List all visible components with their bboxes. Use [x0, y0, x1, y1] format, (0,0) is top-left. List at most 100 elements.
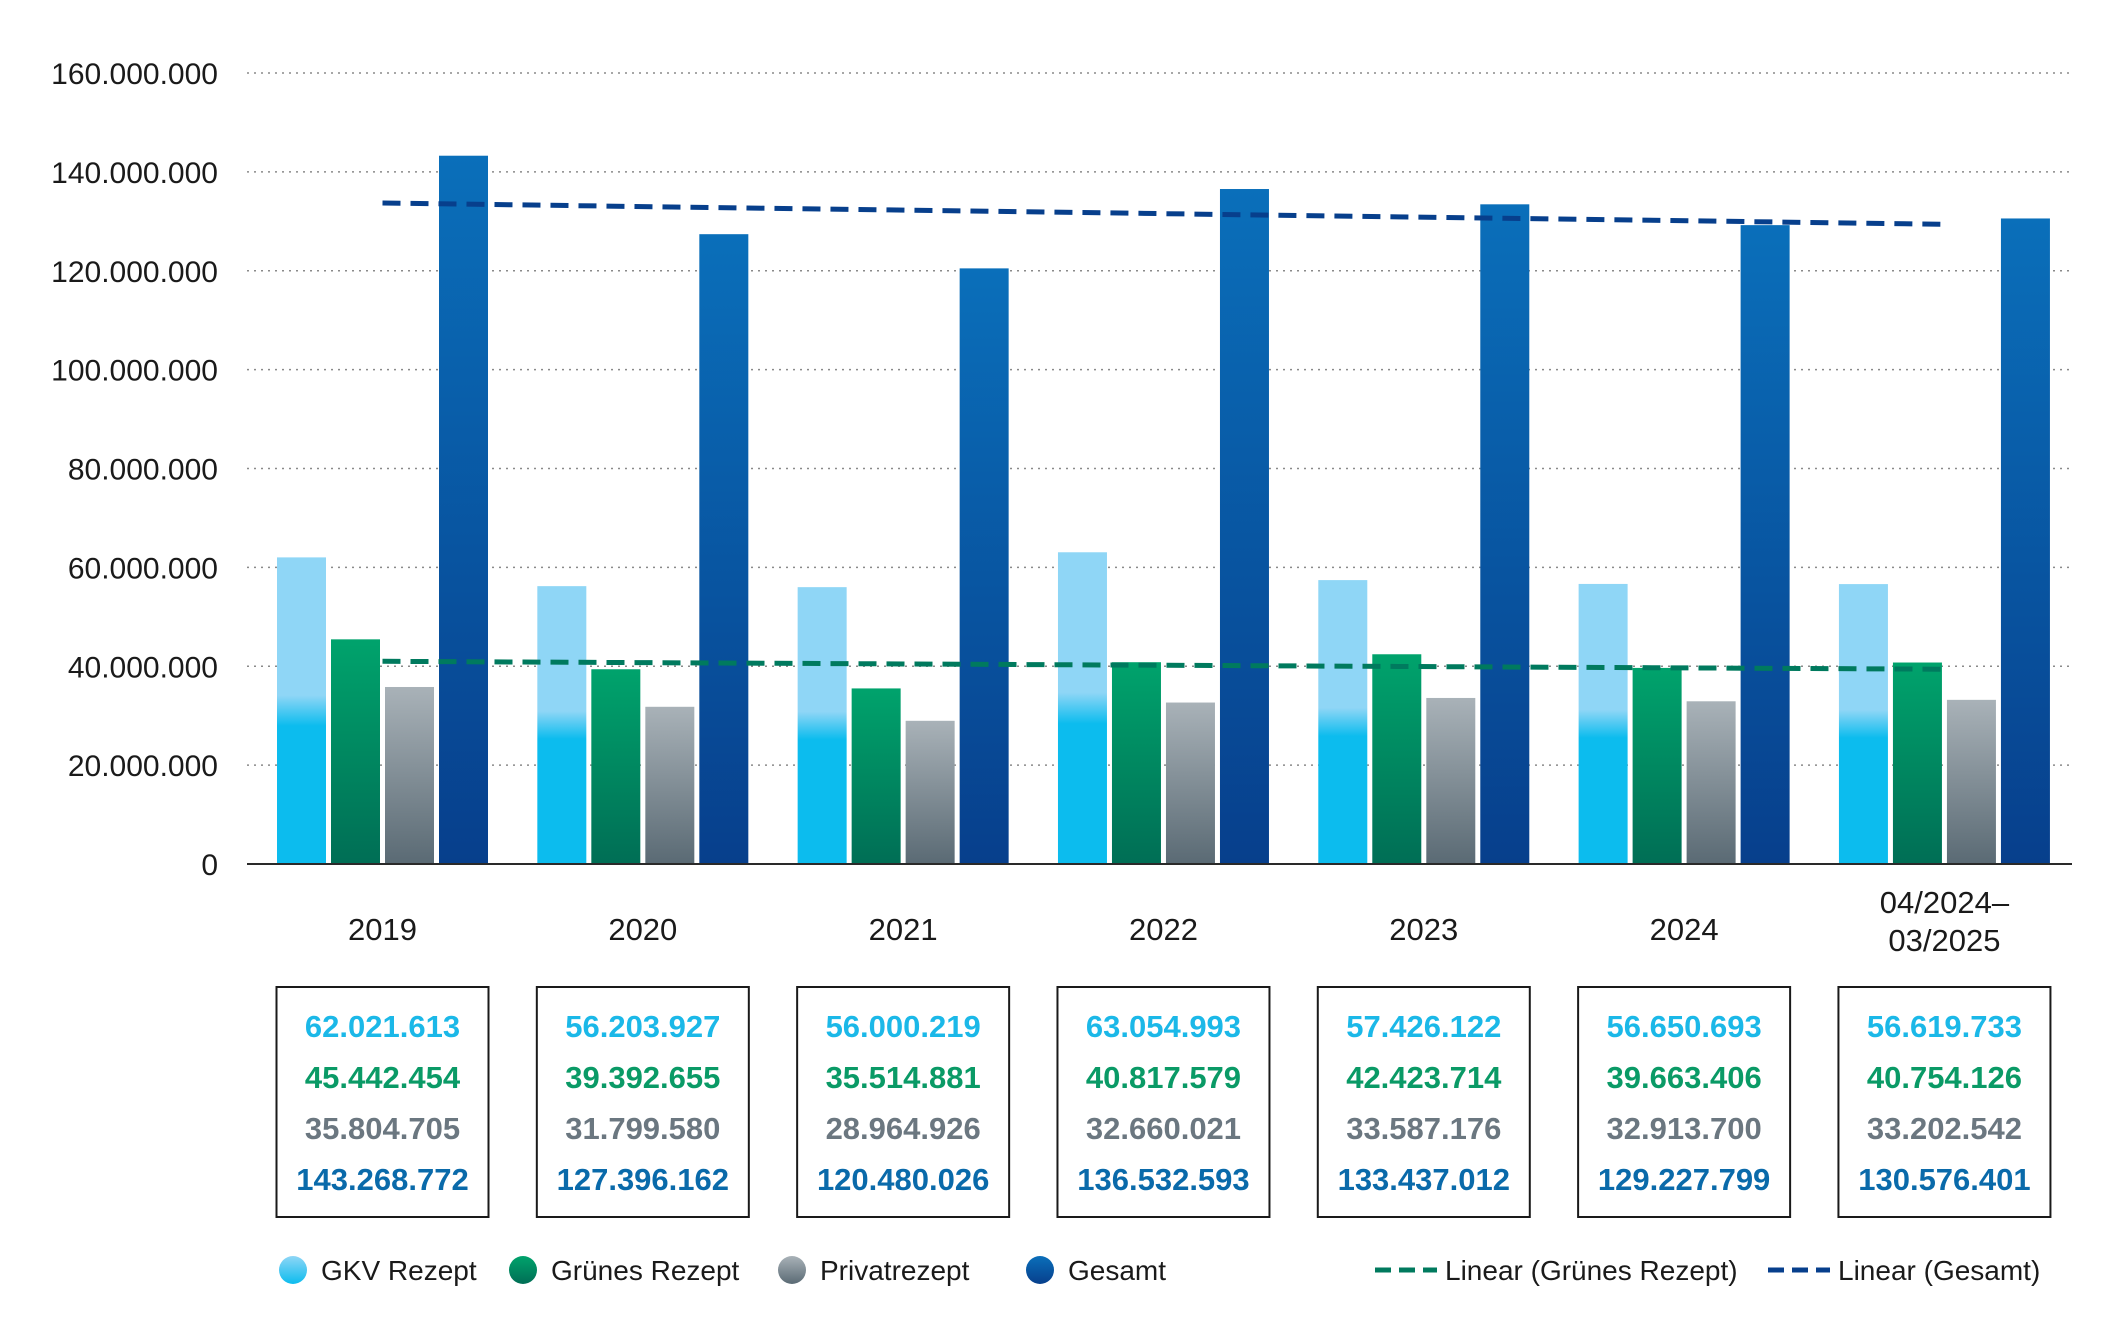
- bar-gkv-rezept: [797, 587, 847, 864]
- bar-gr-nes-rezept: [1372, 654, 1422, 864]
- legend: GKV Rezept Grünes Rezept Privatrezept Gesam…: [279, 1255, 2040, 1286]
- trendline-gesamt: [382, 200, 1945, 227]
- legend-item: Privatrezept: [778, 1255, 970, 1286]
- bar-gr-nes-rezept: [1632, 667, 1682, 864]
- y-tick-label: 100.000.000: [51, 355, 218, 388]
- bar-gesamt: [1740, 225, 1790, 864]
- value-label-privatrezept: 33.202.542: [1867, 1111, 2022, 1146]
- x-category-label: 2021: [869, 912, 938, 947]
- value-boxes: 62.021.613 45.442.454 35.804.705 143.268.77…: [275, 986, 2052, 1218]
- value-label-privatrezept: 32.913.700: [1607, 1111, 1762, 1146]
- bar-privatrezept: [645, 706, 695, 864]
- value-label-gkv-rezept: 56.000.219: [826, 1009, 981, 1044]
- x-category-label: 2022: [1129, 912, 1198, 947]
- y-tick-label: 40.000.000: [68, 651, 218, 684]
- legend-label: Gesamt: [1068, 1255, 1166, 1286]
- bar-gr-nes-rezept: [1892, 662, 1942, 864]
- bar-gesamt: [1219, 189, 1269, 865]
- bar-gkv-rezept: [1318, 580, 1368, 864]
- value-label-gr-nes-rezept: 40.817.579: [1086, 1060, 1241, 1095]
- y-axis-ticks: 0 20.000.000 40.000.000 60.000.000 80.000.00…: [51, 58, 218, 882]
- legend-swatch: [279, 1256, 307, 1284]
- legend-swatch: [509, 1256, 537, 1284]
- x-category-label: 2023: [1389, 912, 1458, 947]
- y-tick-label: 0: [201, 849, 218, 882]
- bar-gesamt: [2000, 218, 2050, 865]
- value-label-gkv-rezept: 56.650.693: [1607, 1009, 1762, 1044]
- value-label-privatrezept: 33.587.176: [1346, 1111, 1501, 1146]
- value-label-gkv-rezept: 56.203.927: [565, 1009, 720, 1044]
- trendline-gr-nes-rezept: [382, 658, 1945, 672]
- bar-gkv-rezept: [277, 557, 326, 864]
- value-label-gr-nes-rezept: 39.663.406: [1607, 1060, 1762, 1095]
- value-label-privatrezept: 31.799.580: [565, 1111, 720, 1146]
- y-tick-label: 140.000.000: [51, 157, 218, 190]
- legend-label: Grünes Rezept: [551, 1255, 740, 1286]
- x-category-label: 2024: [1650, 912, 1719, 947]
- y-tick-label: 80.000.000: [68, 454, 218, 487]
- legend-label: Privatrezept: [820, 1255, 970, 1286]
- value-label-gkv-rezept: 57.426.122: [1346, 1009, 1501, 1044]
- bar-gkv-rezept: [537, 586, 587, 864]
- bar-privatrezept: [1686, 701, 1736, 864]
- bar-privatrezept: [1946, 699, 1996, 864]
- y-tick-label: 120.000.000: [51, 256, 218, 289]
- bar-privatrezept: [1165, 702, 1215, 864]
- legend-item: Linear (Grünes Rezept): [1375, 1255, 1738, 1286]
- x-axis-categories: 2019 2020 2021 2022 2023 2024 04/2024– 03/2025: [348, 885, 2010, 958]
- value-label-gr-nes-rezept: 39.392.655: [565, 1060, 720, 1095]
- value-box: 56.000.219 35.514.881 28.964.926 120.480.02…: [796, 986, 1011, 1218]
- value-label-privatrezept: 32.660.021: [1086, 1111, 1241, 1146]
- bar-gr-nes-rezept: [851, 688, 901, 864]
- value-label-gesamt: 129.227.799: [1598, 1162, 1770, 1197]
- value-label-gesamt: 133.437.012: [1338, 1162, 1510, 1197]
- trendlines: [382, 200, 1945, 672]
- value-label-gkv-rezept: 63.054.993: [1086, 1009, 1241, 1044]
- bar-privatrezept: [1426, 697, 1476, 864]
- bar-gr-nes-rezept: [591, 669, 641, 864]
- value-label-gr-nes-rezept: 45.442.454: [305, 1060, 461, 1095]
- value-label-privatrezept: 35.804.705: [305, 1111, 460, 1146]
- gridlines: [247, 72, 2072, 766]
- value-label-gesamt: 127.396.162: [557, 1162, 729, 1197]
- bar-privatrezept: [385, 686, 434, 864]
- value-box: 56.203.927 39.392.655 31.799.580 127.396.16…: [535, 986, 750, 1218]
- bar-gkv-rezept: [1838, 584, 1888, 864]
- legend-swatch: [778, 1256, 806, 1284]
- value-box: 63.054.993 40.817.579 32.660.021 136.532.59…: [1056, 986, 1271, 1218]
- y-tick-label: 160.000.000: [51, 58, 218, 91]
- bars: [277, 155, 2050, 865]
- value-label-gkv-rezept: 62.021.613: [305, 1009, 460, 1044]
- value-box: 56.619.733 40.754.126 33.202.542 130.576.40…: [1837, 986, 2052, 1218]
- bar-gr-nes-rezept: [1111, 662, 1161, 864]
- value-label-gesamt: 120.480.026: [817, 1162, 989, 1197]
- value-label-gr-nes-rezept: 42.423.714: [1346, 1060, 1502, 1095]
- value-label-gr-nes-rezept: 35.514.881: [826, 1060, 981, 1095]
- value-label-gesamt: 143.268.772: [296, 1162, 468, 1197]
- legend-label: GKV Rezept: [321, 1255, 477, 1286]
- legend-item: Linear (Gesamt): [1768, 1255, 2040, 1286]
- legend-item: GKV Rezept: [279, 1255, 477, 1286]
- x-category-label: 2019: [348, 912, 417, 947]
- value-label-gkv-rezept: 56.619.733: [1867, 1009, 2022, 1044]
- value-label-privatrezept: 28.964.926: [826, 1111, 981, 1146]
- legend-item: Grünes Rezept: [509, 1255, 740, 1286]
- value-label-gr-nes-rezept: 40.754.126: [1867, 1060, 2022, 1095]
- y-tick-label: 60.000.000: [68, 552, 218, 585]
- legend-label: Linear (Grünes Rezept): [1445, 1255, 1738, 1286]
- x-category-label: 2020: [608, 912, 677, 947]
- legend-item: Gesamt: [1026, 1255, 1166, 1286]
- value-label-gesamt: 130.576.401: [1858, 1162, 2030, 1197]
- value-label-gesamt: 136.532.593: [1077, 1162, 1249, 1197]
- bar-gkv-rezept: [1578, 583, 1628, 864]
- bar-gr-nes-rezept: [331, 639, 380, 864]
- bar-gesamt: [699, 234, 749, 864]
- bar-gesamt: [1480, 204, 1530, 864]
- bar-gesamt: [959, 268, 1009, 865]
- value-box: 57.426.122 42.423.714 33.587.176 133.437.01…: [1316, 986, 1531, 1218]
- bar-gesamt: [439, 155, 488, 864]
- value-box: 62.021.613 45.442.454 35.804.705 143.268.77…: [275, 986, 490, 1218]
- x-category-label: 04/2024– 03/2025: [1880, 885, 2010, 958]
- legend-label: Linear (Gesamt): [1838, 1255, 2040, 1286]
